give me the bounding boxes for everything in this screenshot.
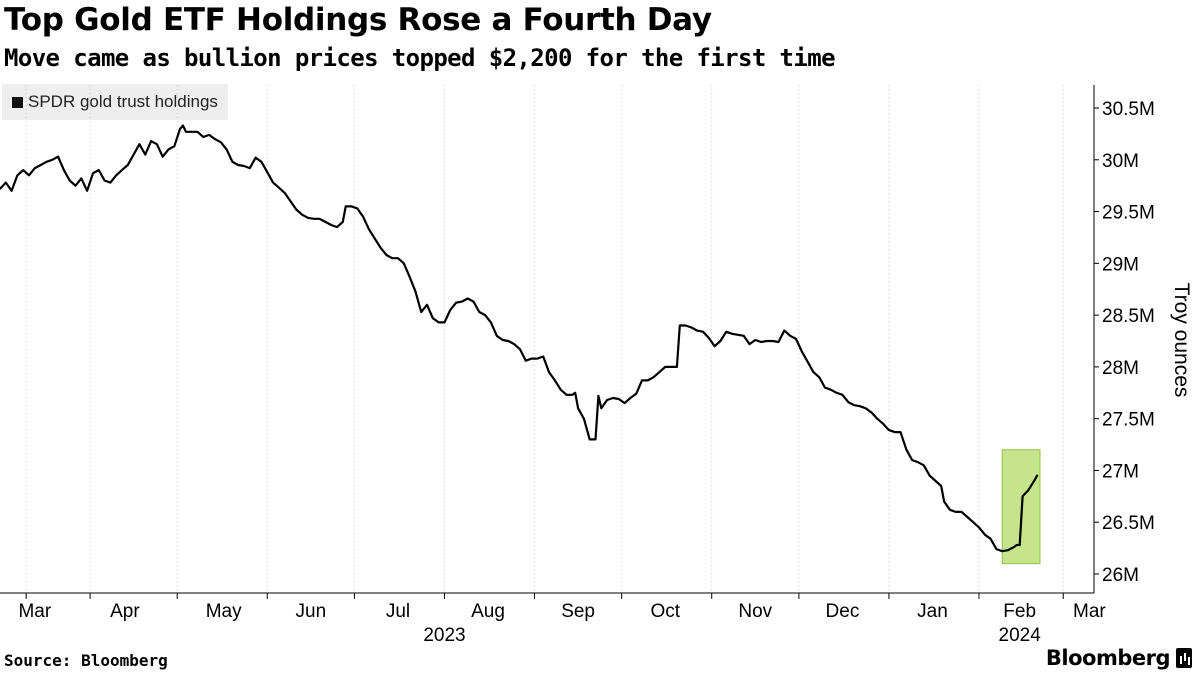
x-tick-label-jul-4: Jul <box>386 601 410 622</box>
y-tick-label-28.5M: 28.5M <box>1102 306 1155 327</box>
series-line-spdr-gold-trust-holdings <box>0 124 1039 553</box>
y-tick-label-30.5M: 30.5M <box>1102 99 1155 120</box>
y-tick-label-27.5M: 27.5M <box>1102 410 1155 431</box>
y-tick-label-29M: 29M <box>1102 254 1139 275</box>
terminal-icon <box>1176 648 1192 668</box>
x-tick-label-sep-6: Sep <box>561 601 595 622</box>
y-tick-label-30M: 30M <box>1102 151 1139 172</box>
y-tick-label-26.5M: 26.5M <box>1102 513 1155 534</box>
x-tick-label-may-2: May <box>206 601 242 622</box>
x-tick-label-mar-0: Mar <box>18 601 51 622</box>
source-note: Source: Bloomberg <box>4 651 168 670</box>
legend-label: SPDR gold trust holdings <box>28 92 218 111</box>
y-tick-label-29.5M: 29.5M <box>1102 203 1155 224</box>
x-tick-label-apr-1: Apr <box>110 601 140 622</box>
x-tick-label-nov-8: Nov <box>738 601 772 622</box>
grid-lines <box>25 85 1064 593</box>
x-tick-label-mar-12: Mar <box>1073 601 1106 622</box>
x-tick-label-dec-9: Dec <box>826 601 860 622</box>
x-tick-label-oct-7: Oct <box>650 601 680 622</box>
x-tick-label-aug-5: Aug <box>471 601 505 622</box>
x-tick-label-jan-10: Jan <box>917 601 948 622</box>
legend: SPDR gold trust holdings <box>2 84 228 120</box>
legend-swatch <box>12 96 23 108</box>
x-tick-label-jun-3: Jun <box>296 601 327 622</box>
chart-title: Top Gold ETF Holdings Rose a Fourth Day <box>4 2 712 38</box>
year-label-2024: 2024 <box>999 625 1042 646</box>
series-group <box>0 124 1039 553</box>
y-tick-label-26M: 26M <box>1102 565 1139 586</box>
brand-logo: Bloomberg <box>1046 646 1192 670</box>
tick-labels: Mar Apr May Jun Jul Aug Sep Oct Nov Dec Jan Feb Mar 2… <box>18 99 1193 646</box>
year-label-2023: 2023 <box>423 625 465 646</box>
y-tick-label-28M: 28M <box>1102 358 1139 379</box>
y-axis-title: Troy ounces <box>1170 283 1193 398</box>
chart-subtitle: Move came as bullion prices topped $2,20… <box>4 44 836 72</box>
brand-name: Bloomberg <box>1045 646 1171 670</box>
axes <box>0 85 1099 599</box>
x-tick-label-feb-11: Feb <box>1003 601 1036 622</box>
y-tick-label-27M: 27M <box>1102 461 1139 482</box>
